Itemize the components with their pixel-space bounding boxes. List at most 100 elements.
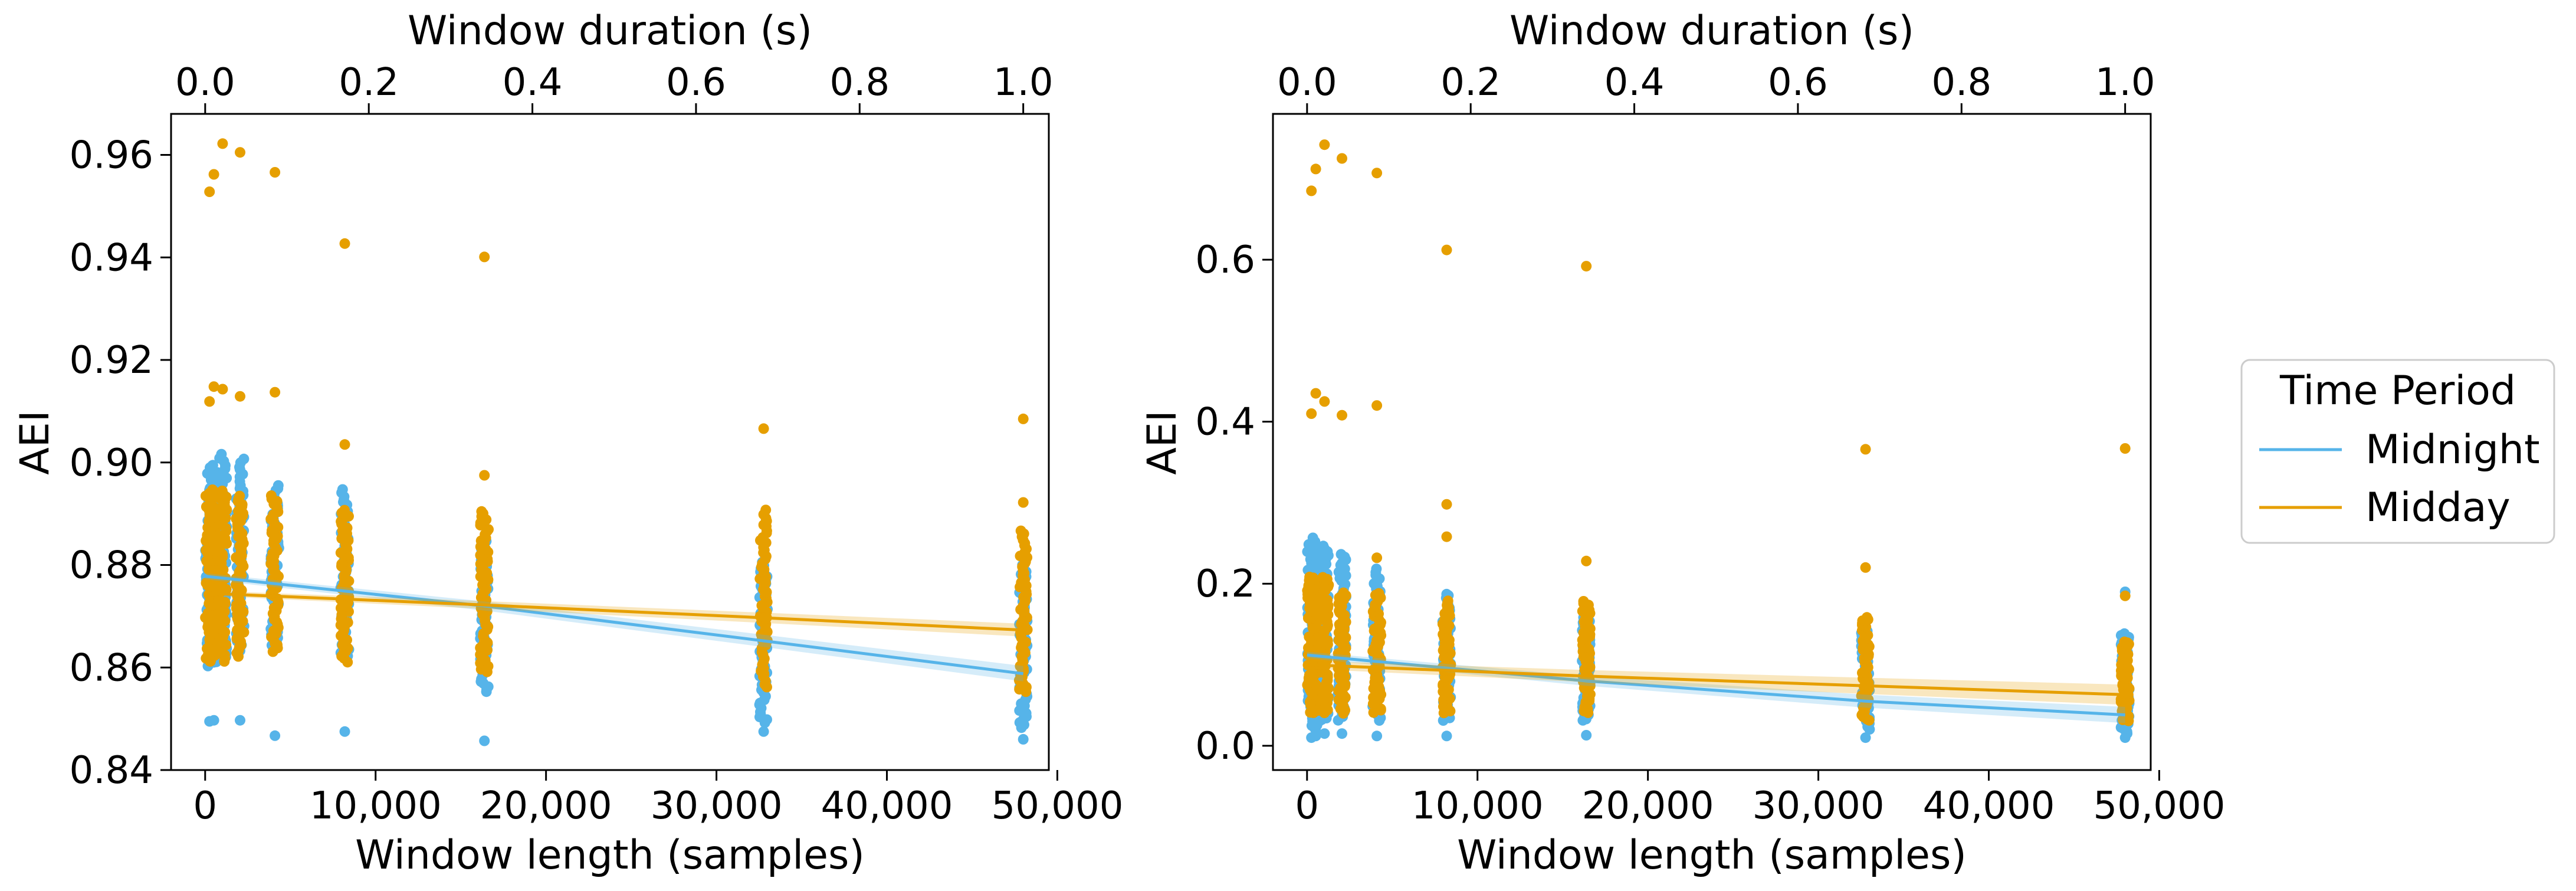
- left-outlier-midday: [204, 396, 215, 407]
- legend-title: Time Period: [2279, 368, 2516, 414]
- right-x2-tick-label: 0.2: [1440, 61, 1501, 104]
- left-point-midday: [760, 505, 772, 516]
- left-outlier-midday: [1018, 413, 1029, 424]
- right-x-tick-label: 30,000: [1753, 784, 1885, 828]
- left-point-midday: [216, 486, 228, 496]
- left-y-tick-label: 0.94: [70, 236, 154, 280]
- right-outlier-midnight: [1441, 731, 1452, 742]
- right-outlier-midday: [1581, 555, 1592, 566]
- left-outlier-midnight: [1018, 733, 1029, 745]
- right-point-midnight: [1309, 539, 1320, 551]
- left-outlier-midnight: [758, 726, 769, 737]
- right-y-tick-label: 0.2: [1195, 562, 1255, 606]
- left-ci-band-midnight: [205, 573, 1023, 682]
- right-y-tick-label: 0.0: [1195, 725, 1255, 768]
- left-x-tick-label: 40,000: [821, 784, 953, 828]
- left-point-midday: [265, 490, 277, 501]
- right-axes-frame: [1272, 113, 2152, 771]
- left-x-tick-label: 30,000: [651, 784, 783, 828]
- left-y-tick-label: 0.96: [70, 134, 154, 178]
- left-x-tick-label: 10,000: [310, 784, 442, 828]
- left-axes-frame: [170, 113, 1050, 771]
- right-x-tick-label: 0: [1295, 784, 1319, 828]
- right-outlier-midday: [1581, 261, 1592, 272]
- right-outlier-midday: [2119, 443, 2131, 454]
- left-plot-area: 0 10,000 20,000 30,000 40,000 50,000 0.0 0.2 0.4…: [70, 61, 1124, 828]
- left-outlier-midday: [758, 423, 769, 434]
- left-series-midday: [200, 138, 1033, 697]
- right-y-axis-title: AEI: [1139, 410, 1186, 475]
- right-outlier-midday: [1319, 139, 1330, 150]
- left-point-midday: [476, 506, 487, 517]
- left-point-midday: [234, 490, 245, 502]
- left-outlier-midday: [339, 238, 350, 249]
- left-x2-tick-label: 0.4: [503, 61, 563, 104]
- right-outlier-midday: [1319, 396, 1330, 407]
- right-outlier-midnight: [1371, 731, 1383, 742]
- left-y-axis-title: AEI: [12, 410, 58, 475]
- left-x2-tick-label: 1.0: [993, 61, 1054, 104]
- left-point-midnight: [216, 448, 227, 460]
- left-point-midnight: [238, 453, 250, 464]
- left-x2-tick-label: 0.8: [829, 61, 890, 104]
- right-outlier-midday: [1371, 168, 1383, 179]
- left-point-midday: [1015, 525, 1026, 536]
- left-point-midnight: [337, 484, 348, 495]
- left-panel: Window duration (s) Window length (sampl…: [12, 8, 1123, 879]
- left-point-midday: [339, 505, 350, 516]
- left-x-tick-label: 0: [193, 784, 217, 828]
- left-outlier-midday: [235, 391, 245, 402]
- right-plot-area: 0 10,000 20,000 30,000 40,000 50,000 0.0 0.2 0.4…: [1195, 61, 2225, 828]
- right-outlier-midnight: [1319, 728, 1330, 739]
- right-point-midday: [1578, 596, 1589, 607]
- right-point-midnight: [1335, 549, 1347, 560]
- right-outlier-midday: [1310, 388, 1321, 399]
- right-outlier-midday: [1371, 400, 1383, 411]
- right-outlier-midday: [1860, 444, 1871, 455]
- right-y-tick-label: 0.6: [1195, 238, 1255, 282]
- right-point-midday: [1317, 572, 1328, 583]
- left-y-tick-label: 0.86: [70, 646, 154, 690]
- right-outlier-midday: [1306, 185, 1317, 196]
- left-outlier-midday: [204, 186, 215, 197]
- left-point-midnight: [207, 460, 218, 471]
- right-outlier-midday: [1860, 562, 1871, 573]
- left-x2-tick-label: 0.2: [339, 61, 399, 104]
- left-x2-tick-label: 0.6: [666, 61, 726, 104]
- right-outlier-midnight: [2119, 732, 2131, 743]
- right-point-midday: [1861, 612, 1872, 623]
- right-x2-tick-label: 1.0: [2095, 61, 2155, 104]
- left-outlier-midday: [339, 439, 350, 450]
- right-point-midday: [1373, 588, 1384, 599]
- right-point-midday: [1442, 595, 1453, 607]
- right-outlier-midnight: [1860, 732, 1871, 743]
- right-outlier-midday: [2119, 590, 2131, 601]
- right-x2-tick-label: 0.6: [1768, 61, 1828, 104]
- right-y-tick-label: 0.4: [1195, 401, 1255, 444]
- right-point-midnight: [1371, 564, 1382, 575]
- right-outlier-midday: [1306, 408, 1317, 419]
- right-x2-tick-label: 0.0: [1277, 61, 1337, 104]
- left-outlier-midday: [208, 169, 219, 180]
- left-outlier-midday: [479, 251, 490, 263]
- right-outlier-midnight: [1337, 728, 1347, 739]
- left-top-axis-title: Window duration (s): [408, 8, 812, 54]
- left-outlier-midday: [270, 386, 281, 398]
- right-panel: Window duration (s) Window length (sampl…: [1139, 8, 2225, 879]
- left-outlier-midday: [208, 381, 219, 392]
- legend-frame: [2240, 359, 2555, 544]
- legend: Time Period Midnight Midday: [2240, 359, 2555, 544]
- right-bottom-axis-title: Window length (samples): [1457, 832, 1967, 879]
- left-outlier-midday: [217, 138, 228, 149]
- right-outlier-midnight: [1310, 731, 1321, 742]
- left-outlier-midday: [270, 167, 281, 178]
- left-x-tick-label: 50,000: [991, 784, 1123, 828]
- left-point-midnight: [273, 480, 284, 491]
- left-outlier-midnight: [208, 715, 219, 726]
- left-x-tick-label: 20,000: [480, 784, 612, 828]
- left-outlier-midday: [217, 384, 228, 395]
- left-fit-line-midday: [205, 591, 1023, 632]
- right-outlier-midday: [1337, 410, 1347, 421]
